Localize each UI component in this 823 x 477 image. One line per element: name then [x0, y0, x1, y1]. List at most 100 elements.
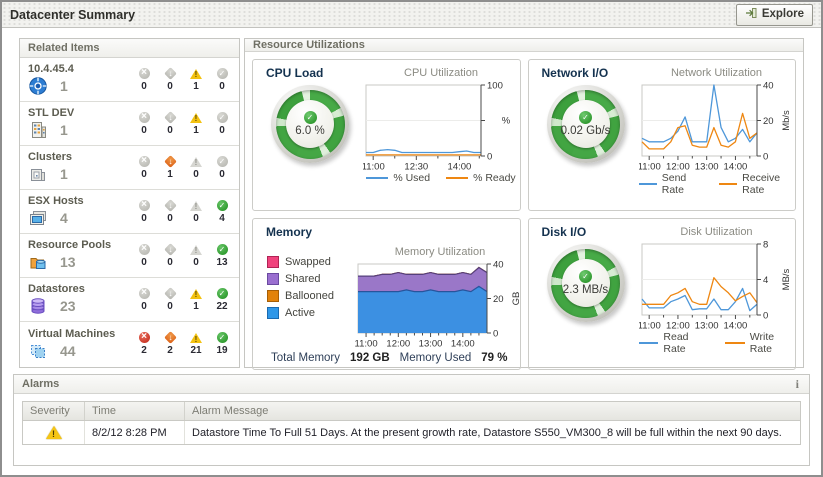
- svg-text:13:00: 13:00: [694, 162, 718, 173]
- svg-text:20: 20: [493, 294, 504, 305]
- normal-icon: [216, 243, 228, 255]
- alarm-time: 8/2/12 8:28 PM: [85, 421, 185, 444]
- related-item-row-esx-hosts[interactable]: ESX Hosts 4 0 0 0 4: [20, 190, 239, 234]
- explore-button[interactable]: Explore: [735, 3, 813, 26]
- status-warning: 0: [183, 244, 209, 268]
- critical-icon: [163, 110, 177, 124]
- warning-icon: [190, 288, 202, 299]
- send-line-swatch: [638, 183, 657, 185]
- alarm-row[interactable]: 8/2/12 8:28 PM Datastore Time To Full 51…: [23, 421, 800, 444]
- page-title: Datacenter Summary: [10, 7, 136, 22]
- svg-text:12:00: 12:00: [666, 321, 690, 332]
- related-item-row-vcenter[interactable]: 10.4.45.4 1 0 0 1 0: [20, 58, 239, 102]
- critical-icon: [163, 198, 177, 212]
- svg-text:4: 4: [763, 275, 768, 286]
- critical-icon: [163, 66, 177, 80]
- memory-chart-title: Memory Utilization: [394, 246, 486, 258]
- resource-utilizations-panel: Resource Utilizations CPU Load 6.0 %: [244, 38, 804, 370]
- cpu-chart-title: CPU Utilization: [404, 67, 478, 79]
- status-normal: 0: [209, 67, 235, 92]
- network-io-gauge[interactable]: 0.02 Gb/s: [546, 85, 625, 163]
- svg-text:13:00: 13:00: [694, 321, 718, 332]
- disk-io-gauge[interactable]: 2.3 MB/s: [546, 244, 625, 322]
- status-fatal: 0: [131, 111, 157, 136]
- related-item-row-datacenter[interactable]: STL DEV 1 0 0 1 0: [20, 102, 239, 146]
- ballooned-swatch: [267, 290, 279, 302]
- normal-icon: [216, 287, 228, 299]
- disk-io-title: Disk I/O: [541, 225, 587, 239]
- status-warning: 1: [183, 68, 209, 92]
- warning-icon: [190, 68, 202, 79]
- memory-stats: Total Memory 192 GB Memory Used 79 %: [257, 349, 516, 366]
- column-alarm-message[interactable]: Alarm Message: [192, 405, 269, 417]
- alarms-table: Severity Time Alarm Message 8/2/12 8:28 …: [22, 401, 801, 445]
- warning-icon: [190, 200, 202, 211]
- memory-used-label: Memory Used: [399, 352, 472, 364]
- status-fatal: 0: [131, 243, 157, 268]
- fatal-icon: [138, 332, 150, 343]
- svg-text:11:00: 11:00: [355, 339, 378, 350]
- column-time[interactable]: Time: [85, 402, 185, 420]
- svg-text:13:00: 13:00: [419, 339, 443, 350]
- memory-quadrant: Memory Swapped Shared Ballooned Active M…: [252, 218, 521, 370]
- svg-text:%: %: [502, 116, 511, 127]
- status-fatal: 0: [131, 67, 157, 92]
- normal-icon: [216, 332, 228, 343]
- svg-text:11:00: 11:00: [639, 321, 661, 332]
- svg-text:11:00: 11:00: [639, 162, 661, 173]
- cpu-load-value: 6.0 %: [295, 125, 325, 137]
- disk-utilization-chart[interactable]: 0 4 8 MB/s 11:00 12:00 13:00 14:00: [639, 239, 795, 332]
- total-memory-value: 192 GB: [350, 352, 390, 364]
- datacenter-icon: [28, 120, 48, 140]
- critical-icon: [163, 286, 177, 300]
- info-icon[interactable]: i: [795, 376, 799, 391]
- legend-item: Receive Rate: [718, 172, 795, 196]
- datastore-icon: [28, 296, 48, 316]
- critical-icon: [163, 331, 177, 344]
- cpu-load-gauge[interactable]: 6.0 %: [271, 85, 349, 163]
- related-item-row-virtual-machines[interactable]: Virtual Machines 44 2 2 21 19: [20, 322, 239, 366]
- svg-text:Mb/s: Mb/s: [781, 110, 792, 131]
- legend-item: Send Rate: [638, 172, 703, 196]
- write-line-swatch: [724, 342, 745, 344]
- legend-item: Swapped: [267, 256, 355, 268]
- status-critical: 0: [157, 198, 183, 224]
- related-item-label: STL DEV: [28, 107, 75, 119]
- total-memory-label: Total Memory: [271, 352, 341, 364]
- related-item-row-resource-pools[interactable]: Resource Pools 13 0 0 0 13: [20, 234, 239, 278]
- normal-icon: [216, 111, 228, 123]
- status-fatal: 2: [131, 332, 157, 356]
- disk-quadrant: Disk I/O 2.3 MB/s Disk Utilization 0 4 8 MB…: [527, 218, 796, 370]
- network-utilization-chart[interactable]: 0 20 40 Mb/s 11:00 12:00 13:00 14:00: [639, 80, 795, 173]
- fatal-icon: [138, 287, 150, 299]
- status-fatal: 0: [131, 199, 157, 224]
- svg-text:20: 20: [763, 116, 774, 127]
- memory-utilization-chart[interactable]: 0 20 40 GB 11:00 12:00 13:00 14:00: [355, 259, 521, 350]
- column-severity[interactable]: Severity: [23, 402, 85, 420]
- warning-icon: [190, 333, 202, 344]
- status-normal: 19: [209, 332, 235, 356]
- related-item-row-datastores[interactable]: Datastores 23 0 0 1 22: [20, 278, 239, 322]
- related-item-count: 44: [60, 342, 76, 359]
- vcenter-icon: [28, 76, 48, 96]
- fatal-icon: [138, 111, 150, 123]
- legend-item: % Used: [366, 172, 430, 184]
- cpu-utilization-chart[interactable]: 0 100% 11:00 12:30 14:00: [363, 80, 519, 173]
- explore-icon: [745, 7, 757, 22]
- alarms-panel: Alarms i Severity Time Alarm Message 8/2…: [13, 374, 810, 466]
- related-item-count: 1: [60, 78, 68, 94]
- check-icon: [579, 270, 592, 283]
- memory-legend: Swapped Shared Ballooned Active: [267, 256, 355, 349]
- related-item-count: 23: [60, 298, 76, 314]
- legend-item: Shared: [267, 273, 355, 285]
- svg-text:8: 8: [763, 240, 768, 251]
- status-fatal: 0: [131, 287, 157, 312]
- related-item-row-clusters[interactable]: Clusters 1 0 1 0 0: [20, 146, 239, 190]
- swapped-swatch: [267, 256, 279, 268]
- status-normal: 0: [209, 111, 235, 136]
- status-fatal: 0: [131, 155, 157, 180]
- svg-text:14:00: 14:00: [723, 162, 747, 173]
- fatal-icon: [138, 155, 150, 167]
- related-item-count: 13: [60, 254, 76, 270]
